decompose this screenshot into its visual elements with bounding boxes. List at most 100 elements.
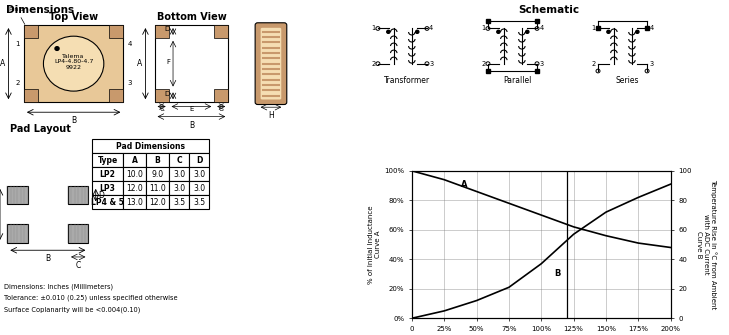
Bar <box>169 181 190 195</box>
Bar <box>146 195 169 209</box>
Circle shape <box>636 30 639 33</box>
Bar <box>68 224 88 243</box>
Text: B: B <box>71 116 77 125</box>
Y-axis label: % of Initial Inductance
Curve A: % of Initial Inductance Curve A <box>368 205 381 284</box>
Text: Tolerance: ±0.010 (0.25) unless specified otherwise: Tolerance: ±0.010 (0.25) unless specifie… <box>4 295 177 301</box>
Text: 12.0: 12.0 <box>126 184 143 193</box>
Bar <box>92 139 209 153</box>
Bar <box>24 25 123 102</box>
Text: Pad Layout: Pad Layout <box>10 124 71 134</box>
Text: Talema
LP4-4.80-4.7
9922: Talema LP4-4.80-4.7 9922 <box>54 54 93 70</box>
Text: 4: 4 <box>539 25 543 31</box>
Text: Top View: Top View <box>49 12 98 22</box>
Bar <box>169 195 190 209</box>
Text: Bottom View: Bottom View <box>157 12 226 22</box>
Y-axis label: Temperature Rise in °C from Ambient
with ADC Current
Curve B: Temperature Rise in °C from Ambient with… <box>696 180 717 310</box>
Bar <box>190 181 209 195</box>
Bar <box>146 153 169 167</box>
Bar <box>123 153 146 167</box>
Circle shape <box>496 30 500 33</box>
Text: LP4 & 5: LP4 & 5 <box>91 198 124 207</box>
Text: 3.5: 3.5 <box>173 198 185 207</box>
Text: D: D <box>165 26 170 32</box>
Bar <box>155 25 168 38</box>
Bar <box>123 181 146 195</box>
Bar <box>109 25 123 38</box>
Text: 3.0: 3.0 <box>173 170 185 179</box>
Text: 3: 3 <box>650 61 653 67</box>
Text: A: A <box>461 180 467 189</box>
FancyBboxPatch shape <box>261 28 281 99</box>
Text: Pin 1: Pin 1 <box>9 7 25 24</box>
Circle shape <box>607 30 610 33</box>
Text: 13.0: 13.0 <box>126 198 143 207</box>
Text: 11.0: 11.0 <box>149 184 166 193</box>
Bar <box>169 153 190 167</box>
FancyBboxPatch shape <box>255 23 286 105</box>
Text: 3: 3 <box>539 61 543 67</box>
Text: 3.0: 3.0 <box>193 184 206 193</box>
Text: 2: 2 <box>592 61 596 67</box>
Text: B: B <box>554 269 561 277</box>
Bar <box>109 89 123 102</box>
Text: H: H <box>268 111 274 120</box>
Bar <box>214 89 228 102</box>
Text: Pad Dimensions: Pad Dimensions <box>116 142 185 150</box>
Text: 2: 2 <box>15 80 20 86</box>
Text: F: F <box>166 59 170 65</box>
Text: 3.0: 3.0 <box>193 170 206 179</box>
Bar <box>169 167 190 181</box>
Circle shape <box>44 36 104 91</box>
Text: B: B <box>155 156 160 164</box>
Bar <box>190 153 209 167</box>
Text: 2: 2 <box>372 61 375 67</box>
Bar <box>92 181 123 195</box>
Circle shape <box>526 30 529 33</box>
Text: A: A <box>0 59 6 68</box>
Bar <box>92 167 123 181</box>
Bar <box>123 195 146 209</box>
Bar <box>24 25 38 38</box>
Text: LP2: LP2 <box>100 170 116 179</box>
Bar <box>146 167 169 181</box>
Circle shape <box>55 47 59 50</box>
Bar <box>123 167 146 181</box>
Bar <box>7 186 28 204</box>
Text: Dimensions: Dimensions <box>6 5 74 15</box>
Text: 4: 4 <box>128 42 132 47</box>
Text: D: D <box>98 191 104 200</box>
Bar <box>24 89 38 102</box>
Bar <box>155 25 228 102</box>
Text: D: D <box>196 156 203 164</box>
Text: 12.0: 12.0 <box>149 198 166 207</box>
Bar <box>146 181 169 195</box>
Text: Parallel: Parallel <box>503 76 531 85</box>
Bar <box>155 89 168 102</box>
Text: Surface Coplanarity will be <0.004(0.10): Surface Coplanarity will be <0.004(0.10) <box>4 307 140 313</box>
Text: 2: 2 <box>482 61 486 67</box>
Text: 1: 1 <box>15 42 20 47</box>
Text: C: C <box>159 106 164 112</box>
Bar <box>68 186 88 204</box>
Bar <box>214 25 228 38</box>
Text: D: D <box>165 91 170 97</box>
Text: 3: 3 <box>429 61 433 67</box>
Text: B: B <box>45 254 50 263</box>
Circle shape <box>386 30 390 33</box>
Bar <box>7 224 28 243</box>
Text: Dimensions: Inches (Millimeters): Dimensions: Inches (Millimeters) <box>4 283 113 289</box>
Text: A: A <box>132 156 138 164</box>
Text: 4: 4 <box>429 25 433 31</box>
Text: 3.5: 3.5 <box>193 198 206 207</box>
Text: A: A <box>136 59 141 68</box>
Text: E: E <box>190 106 194 112</box>
Text: 1: 1 <box>372 25 375 31</box>
Text: 1: 1 <box>592 25 596 31</box>
Text: C: C <box>76 261 81 270</box>
Text: Type: Type <box>98 156 118 164</box>
Text: B: B <box>189 121 194 130</box>
Text: 4: 4 <box>650 25 653 31</box>
Bar <box>92 153 123 167</box>
Text: 3.0: 3.0 <box>173 184 185 193</box>
Bar <box>190 167 209 181</box>
